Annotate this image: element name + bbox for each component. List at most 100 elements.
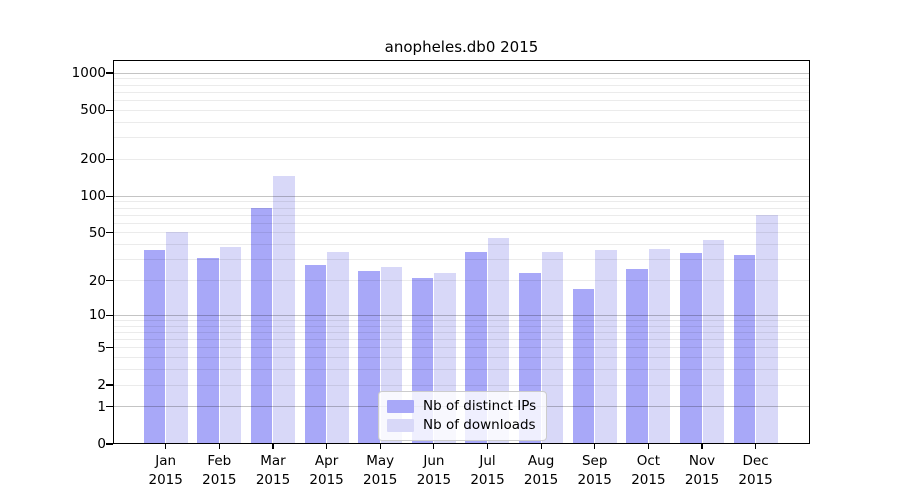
bar-sep-distinct-ips bbox=[572, 288, 595, 444]
minor-gridline bbox=[113, 201, 810, 203]
x-tick-label: Jul 2015 bbox=[470, 453, 505, 488]
bar-feb-downloads bbox=[219, 247, 242, 444]
x-tick bbox=[433, 444, 435, 449]
minor-gridline bbox=[113, 84, 810, 86]
minor-gridline bbox=[113, 357, 810, 359]
minor-gridline bbox=[113, 259, 810, 261]
x-tick-label: Nov 2015 bbox=[684, 453, 720, 488]
y-tick bbox=[106, 406, 113, 408]
minor-gridline bbox=[113, 319, 810, 321]
plot-area bbox=[113, 60, 810, 444]
legend-label-downloads: Nb of downloads bbox=[423, 417, 536, 433]
minor-gridline bbox=[113, 232, 810, 234]
x-tick-label: Dec 2015 bbox=[738, 453, 773, 488]
x-tick bbox=[647, 444, 649, 449]
y-tick bbox=[106, 232, 113, 234]
y-tick-label: 10 bbox=[88, 307, 106, 324]
x-tick-label: Apr 2015 bbox=[309, 453, 344, 488]
y-tick bbox=[106, 347, 113, 349]
minor-gridline bbox=[113, 109, 810, 111]
x-tick bbox=[272, 444, 274, 449]
bar-oct-downloads bbox=[648, 248, 671, 444]
bar-nov-distinct-ips bbox=[680, 253, 702, 444]
bar-apr-downloads bbox=[327, 251, 349, 444]
bar-oct-distinct-ips bbox=[626, 269, 648, 444]
x-tick bbox=[486, 444, 489, 449]
minor-gridline bbox=[113, 222, 810, 224]
bar-sep-downloads bbox=[595, 250, 617, 444]
legend-entry-downloads: Nb of downloads bbox=[387, 416, 536, 435]
y-tick-label: 1 bbox=[97, 398, 106, 415]
x-tick bbox=[379, 444, 381, 449]
y-tick bbox=[106, 384, 113, 386]
legend: Nb of distinct IPs Nb of downloads bbox=[378, 391, 548, 441]
minor-gridline bbox=[113, 207, 810, 209]
y-tick-label: 500 bbox=[80, 102, 106, 119]
minor-gridline bbox=[113, 280, 810, 281]
minor-gridline bbox=[113, 331, 810, 333]
minor-gridline bbox=[113, 78, 810, 80]
y-tick bbox=[106, 72, 113, 74]
x-tick-label: Mar 2015 bbox=[255, 453, 291, 488]
x-tick bbox=[540, 444, 542, 449]
y-tick-label: 2 bbox=[97, 377, 106, 393]
minor-gridline bbox=[113, 137, 810, 138]
minor-gridline bbox=[113, 214, 810, 216]
bar-jan-downloads bbox=[166, 231, 188, 444]
y-tick bbox=[106, 443, 113, 445]
chart-title: anopheles.db0 2015 bbox=[384, 38, 539, 56]
x-tick-label: May 2015 bbox=[363, 453, 398, 488]
bar-apr-distinct-ips bbox=[304, 265, 327, 444]
x-tick bbox=[325, 444, 328, 449]
legend-swatch-distinct-ips bbox=[387, 400, 414, 413]
y-tick-label: 20 bbox=[88, 272, 106, 289]
y-tick bbox=[106, 109, 113, 111]
y-tick bbox=[106, 314, 113, 316]
minor-gridline bbox=[113, 244, 810, 246]
bar-dec-distinct-ips bbox=[733, 254, 756, 444]
y-tick bbox=[106, 279, 113, 282]
minor-gridline bbox=[113, 347, 810, 349]
minor-gridline bbox=[113, 158, 810, 160]
minor-gridline bbox=[113, 339, 810, 340]
x-tick bbox=[755, 444, 757, 449]
bar-may-distinct-ips bbox=[358, 271, 380, 444]
x-tick-label: Jun 2015 bbox=[416, 453, 452, 488]
minor-gridline bbox=[113, 384, 810, 386]
y-tick-label: 50 bbox=[88, 224, 106, 241]
y-tick-label: 200 bbox=[80, 151, 106, 168]
bar-feb-distinct-ips bbox=[197, 257, 219, 444]
legend-swatch-downloads bbox=[387, 419, 414, 432]
minor-gridline bbox=[113, 121, 810, 123]
y-tick-label: 0 bbox=[97, 436, 106, 452]
minor-gridline bbox=[113, 325, 810, 327]
bar-mar-downloads bbox=[273, 176, 295, 444]
bar-jan-distinct-ips bbox=[143, 250, 166, 444]
x-tick-label: Aug 2015 bbox=[523, 453, 559, 488]
minor-gridline bbox=[113, 91, 810, 93]
x-tick bbox=[594, 444, 596, 449]
legend-label-distinct-ips: Nb of distinct IPs bbox=[423, 398, 537, 414]
y-tick bbox=[106, 158, 113, 160]
x-tick-label: Feb 2015 bbox=[202, 453, 237, 488]
y-tick-label: 1000 bbox=[71, 65, 106, 81]
major-gridline bbox=[113, 195, 810, 197]
legend-entry-distinct-ips: Nb of distinct IPs bbox=[387, 397, 536, 416]
x-tick-label: Jan 2015 bbox=[148, 453, 183, 488]
y-tick bbox=[106, 195, 113, 197]
bar-nov-downloads bbox=[702, 239, 724, 444]
major-gridline bbox=[113, 314, 810, 316]
x-tick-label: Sep 2015 bbox=[577, 453, 612, 488]
x-tick bbox=[218, 444, 220, 449]
x-tick bbox=[701, 444, 703, 449]
bar-dec-downloads bbox=[756, 215, 778, 444]
bar-mar-distinct-ips bbox=[250, 208, 273, 444]
x-tick-label: Oct 2015 bbox=[631, 453, 666, 488]
y-tick-label: 5 bbox=[97, 339, 106, 356]
x-tick bbox=[165, 444, 167, 449]
y-tick-label: 100 bbox=[80, 188, 106, 205]
minor-gridline bbox=[113, 369, 810, 371]
major-gridline bbox=[113, 72, 810, 74]
minor-gridline bbox=[113, 99, 810, 101]
